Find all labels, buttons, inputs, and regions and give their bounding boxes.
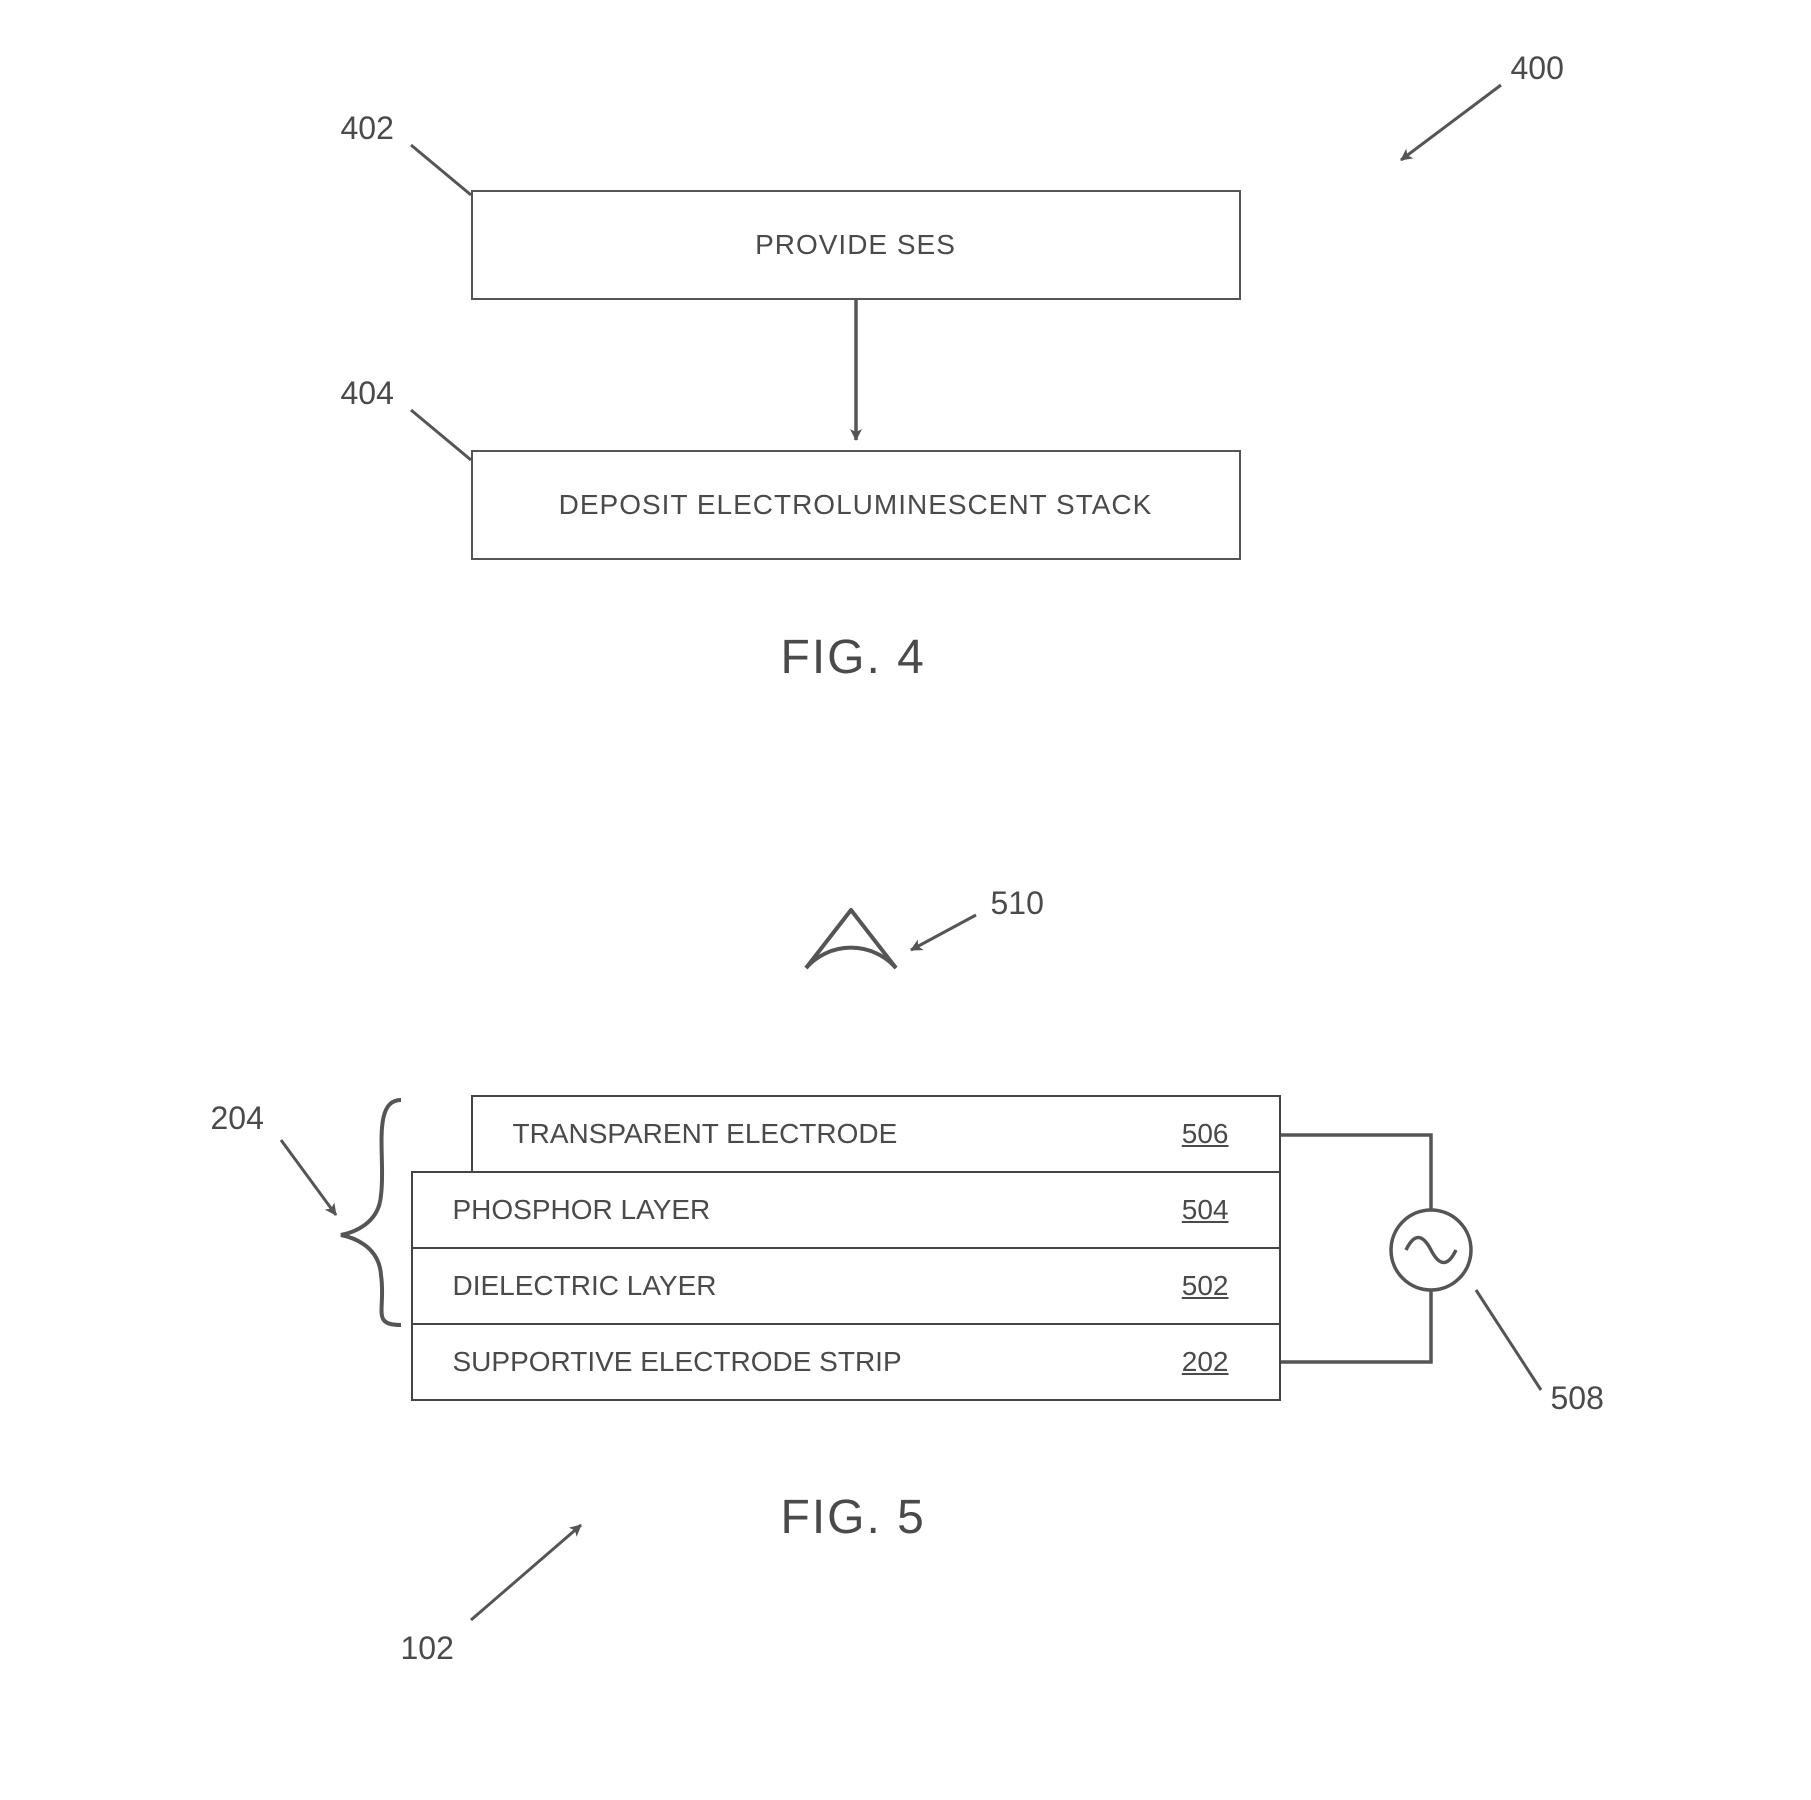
layer-1-ref: 504	[1182, 1194, 1229, 1226]
layer-dielectric: DIELECTRIC LAYER 502	[411, 1247, 1281, 1325]
layer-3-name: SUPPORTIVE ELECTRODE STRIP	[453, 1346, 902, 1378]
layer-phosphor: PHOSPHOR LAYER 504	[411, 1171, 1281, 1249]
ref-402: 402	[341, 110, 394, 147]
layer-0-ref: 506	[1182, 1118, 1229, 1150]
ref-508: 508	[1551, 1380, 1604, 1417]
fig4-box-deposit-stack: DEPOSIT ELECTROLUMINESCENT STACK	[471, 450, 1241, 560]
fig5-title: FIG. 5	[781, 1490, 926, 1545]
fig4-box2-text: DEPOSIT ELECTROLUMINESCENT STACK	[559, 489, 1153, 521]
diagram-canvas: 400 402 PROVIDE SES 404 DEPOSIT ELECTROL…	[41, 40, 1771, 1760]
layer-transparent-electrode: TRANSPARENT ELECTRODE 506	[471, 1095, 1281, 1173]
layer-3-ref: 202	[1182, 1346, 1229, 1378]
layer-0-name: TRANSPARENT ELECTRODE	[513, 1118, 898, 1150]
ref-204: 204	[211, 1100, 264, 1137]
ref-404: 404	[341, 375, 394, 412]
ref-400: 400	[1511, 50, 1564, 87]
fig4-box1-text: PROVIDE SES	[755, 229, 956, 261]
fig4-title: FIG. 4	[781, 630, 926, 685]
fig4-box-provide-ses: PROVIDE SES	[471, 190, 1241, 300]
layer-2-ref: 502	[1182, 1270, 1229, 1302]
ref-102: 102	[401, 1630, 454, 1667]
ref-510: 510	[991, 885, 1044, 922]
layer-supportive-electrode: SUPPORTIVE ELECTRODE STRIP 202	[411, 1323, 1281, 1401]
layer-1-name: PHOSPHOR LAYER	[453, 1194, 711, 1226]
layer-2-name: DIELECTRIC LAYER	[453, 1270, 717, 1302]
